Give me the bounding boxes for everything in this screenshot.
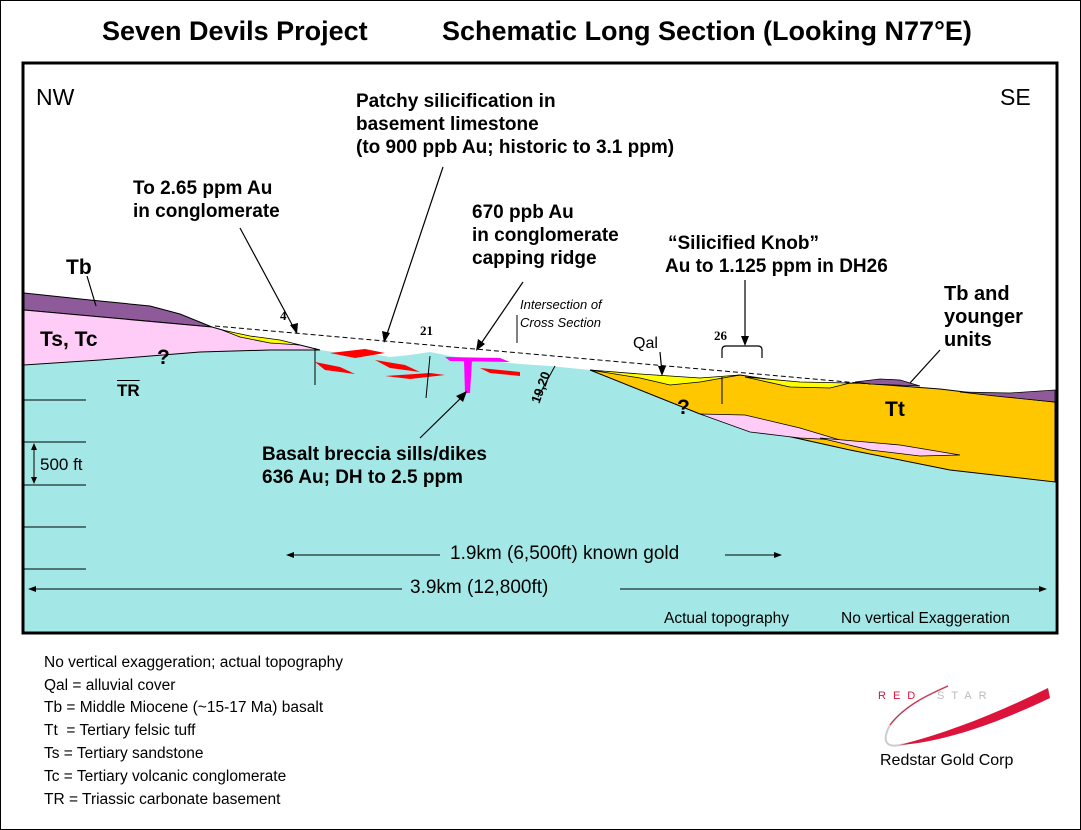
label-tb: Tb: [66, 256, 92, 279]
unit-tb-right-2: [959, 389, 1056, 403]
cross-section-dashed-line: [214, 325, 871, 385]
footer-exaggeration: No vertical Exaggeration: [841, 610, 1010, 627]
unit-basement: [24, 350, 1055, 632]
label-tr: TR: [117, 381, 140, 400]
unit-qal-left: [221, 329, 301, 346]
svg-text:STAR: STAR: [937, 690, 994, 702]
corner-se: SE: [1000, 84, 1031, 110]
basalt-sills-dikes: [445, 357, 510, 393]
annotation-silicified-knob: “Silicified Knob” Au to 1.125 ppm in DH26: [665, 233, 888, 277]
section-border: [21, 61, 1059, 635]
svg-text:RED: RED: [878, 690, 922, 702]
unit-ts-lens-2: [819, 437, 961, 457]
annotation-patchy-silicification: Patchy silicification in basement limesto…: [356, 91, 675, 158]
title-project: Seven Devils Project: [102, 16, 368, 46]
silicification-lenses: [315, 349, 520, 379]
drillhole-26: 26: [714, 328, 727, 343]
annotation-conglomerate: To 2.65 ppm Au in conglomerate: [133, 178, 280, 222]
legend-tt: Tt = Tertiary felsic tuff: [44, 722, 196, 739]
legend-tr: TR = Triassic carbonate basement: [44, 791, 281, 808]
corner-nw: NW: [36, 84, 75, 110]
title-section: Schematic Long Section (Looking N77°E): [442, 16, 972, 46]
label-ts-tc: Ts, Tc: [40, 328, 98, 351]
annotation-basalt-breccia: Basalt breccia sills/dikes 636 Au; DH to …: [262, 444, 487, 488]
unit-qal-right-1: [589, 369, 741, 386]
drillhole-4: 4: [280, 308, 287, 323]
legend-tc: Tc = Tertiary volcanic conglomerate: [44, 768, 287, 785]
question-mark-1: ?: [157, 346, 170, 369]
question-mark-2: ?: [677, 396, 690, 419]
legend-qal: Qal = alluvial cover: [44, 677, 176, 694]
label-qal: Qal: [633, 335, 658, 352]
legend-line: No vertical exaggeration; actual topogra…: [44, 654, 343, 671]
drillhole-21: 21: [420, 323, 433, 338]
section-frame: [21, 61, 1059, 635]
label-tt: Tt: [885, 398, 905, 421]
drillhole-traces: [314, 315, 723, 404]
legend-ts: Ts = Tertiary sandstone: [44, 745, 204, 762]
known-gold-scale: 1.9km (6,500ft) known gold: [450, 543, 680, 564]
legend-tb: Tb = Middle Miocene (~15-17 Ma) basalt: [44, 699, 324, 716]
leader-lines: [86, 166, 941, 439]
total-length-scale: 3.9km (12,800ft): [410, 577, 549, 598]
footer-topography: Actual topography: [664, 610, 789, 627]
redstar-logo: RED STAR: [878, 685, 1050, 747]
annotation-intersection: Intersection of Cross Section: [520, 297, 602, 330]
company-name: Redstar Gold Corp: [880, 752, 1014, 769]
unit-qal-right-2: [744, 376, 851, 389]
vertical-scale-label: 500 ft: [40, 455, 83, 474]
vertical-scale-ticks: [24, 399, 86, 570]
annotation-tb-younger: Tb and younger units: [944, 283, 1023, 351]
annotation-capping-ridge: 670 ppb Au in conglomerate capping ridge: [472, 202, 619, 269]
